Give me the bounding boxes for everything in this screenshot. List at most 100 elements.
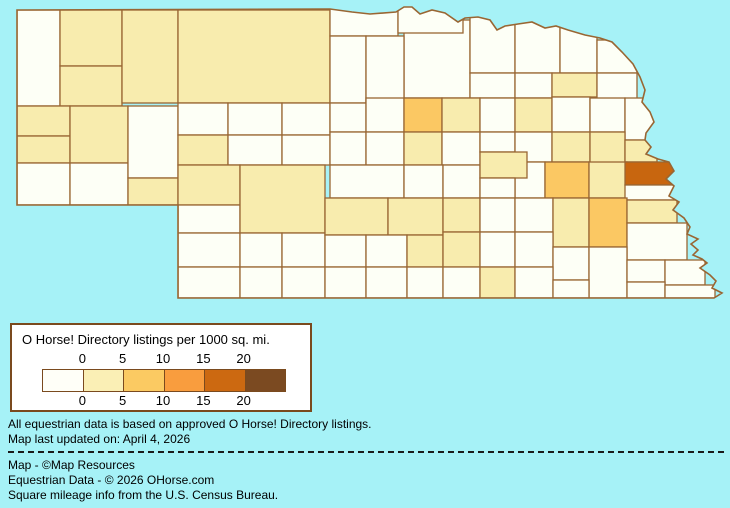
last-updated-note: Map last updated on: April 4, 2026 (8, 432, 191, 446)
legend-swatch-3 (123, 370, 164, 391)
county-shape-16 (177, 134, 229, 166)
county-shape-81 (442, 231, 481, 268)
county-shape-32 (365, 35, 405, 104)
county-shape-43 (403, 97, 443, 133)
county-shape-74 (552, 197, 590, 248)
county-shape-78 (324, 234, 367, 268)
county-shape-57 (589, 131, 626, 164)
legend-tick-label: 20 (236, 351, 251, 366)
legend-swatch-5 (204, 370, 245, 391)
county-shape-89 (365, 266, 408, 298)
county-shape-60 (403, 164, 444, 199)
legend-swatch-6 (244, 370, 285, 391)
legend-color-scale (42, 369, 286, 392)
county-shape-69 (324, 197, 389, 236)
county-shape-8 (17, 162, 71, 206)
county-shape-90 (406, 266, 444, 298)
county-shape-12 (127, 177, 179, 206)
legend-tick-label: 10 (155, 393, 171, 408)
legend-tick-label: 0 (78, 351, 86, 366)
county-shape-75 (588, 197, 628, 248)
county-shape-37 (469, 72, 516, 99)
county-shape-64 (479, 177, 516, 199)
legend-swatch-2 (82, 370, 123, 391)
nebraska-map-svg (16, 6, 724, 299)
county-shape-31 (329, 35, 367, 104)
legend-tick-label: 5 (119, 393, 127, 408)
county-shape-71 (442, 197, 481, 233)
county-shape-24 (239, 232, 283, 268)
county-shape-4 (121, 9, 179, 104)
county-shape-58 (624, 139, 658, 163)
county-shape-93 (514, 266, 554, 298)
county-shape-7 (17, 135, 71, 164)
legend-tick-label: 0 (78, 393, 86, 408)
county-shape-63 (479, 151, 528, 179)
county-shape-54 (479, 131, 516, 153)
county-shape-50 (329, 131, 367, 166)
census-credit: Square mileage info from the U.S. Census… (8, 488, 279, 502)
county-shape-1 (17, 9, 61, 107)
county-shape-88 (324, 266, 367, 298)
county-shape-48 (589, 97, 626, 133)
county-shape-22 (177, 266, 241, 298)
county-shape-72 (479, 197, 516, 233)
county-shape-45 (479, 97, 516, 133)
county-shape-14 (227, 102, 283, 136)
county-shape-56 (551, 131, 591, 163)
map-credit: Map - ©Map Resources (8, 458, 135, 472)
county-shape-13 (177, 102, 229, 136)
county-shape-66 (588, 161, 628, 199)
county-shape-59 (329, 164, 405, 199)
legend-tick-label: 5 (119, 351, 127, 366)
county-shape-26 (239, 266, 283, 298)
county-shape-39 (551, 72, 598, 98)
county-shape-85 (588, 246, 628, 298)
county-shape-65 (544, 161, 590, 199)
data-source-note: All equestrian data is based on approved… (8, 417, 372, 431)
county-shape-84 (552, 246, 590, 281)
county-shape-82 (479, 231, 516, 268)
legend-tick-label: 15 (196, 351, 211, 366)
county-shape-49 (624, 97, 661, 141)
county-shape-9 (69, 105, 129, 164)
nebraska-choropleth-map (16, 6, 724, 299)
county-shape-67 (624, 161, 675, 186)
county-shape-6 (17, 105, 71, 137)
county-shape-40 (596, 72, 638, 101)
county-shape-15 (281, 102, 331, 136)
county-shape-80 (406, 234, 444, 268)
county-shape-47 (551, 96, 591, 133)
county-shape-53 (441, 131, 481, 166)
legend-box: O Horse! Directory listings per 1000 sq.… (10, 323, 312, 412)
county-shape-38 (514, 72, 553, 99)
county-shape-36 (596, 39, 638, 74)
county-shape-96 (664, 284, 716, 298)
county-shape-61 (442, 164, 481, 199)
county-shape-91 (442, 266, 481, 298)
legend-ticks-top: 0 5 10 15 20 (42, 351, 284, 366)
legend-tick-label: 20 (236, 393, 251, 408)
county-shape-21 (177, 232, 241, 268)
dashed-separator (8, 451, 724, 453)
county-shape-52 (403, 131, 443, 166)
county-shape-20 (177, 204, 241, 234)
county-shape-87 (664, 259, 706, 286)
county-shape-86 (626, 259, 666, 283)
county-shape-41 (329, 102, 367, 133)
county-shape-51 (365, 131, 405, 166)
legend-swatch-1 (43, 370, 83, 391)
county-shape-10 (69, 162, 129, 206)
legend-tick-label: 15 (196, 393, 211, 408)
legend-tick-label: 10 (155, 351, 171, 366)
county-shape-25 (281, 232, 326, 268)
county-shape-73 (514, 197, 554, 233)
county-shape-2 (59, 9, 123, 67)
county-shape-46 (514, 97, 553, 133)
county-shape-5 (177, 9, 331, 104)
legend-ticks-bottom: 0 5 10 15 20 (42, 393, 284, 408)
county-shape-95 (626, 281, 666, 298)
legend-title: O Horse! Directory listings per 1000 sq.… (22, 332, 270, 347)
county-shape-83 (514, 231, 554, 268)
county-shape-42 (365, 97, 405, 133)
